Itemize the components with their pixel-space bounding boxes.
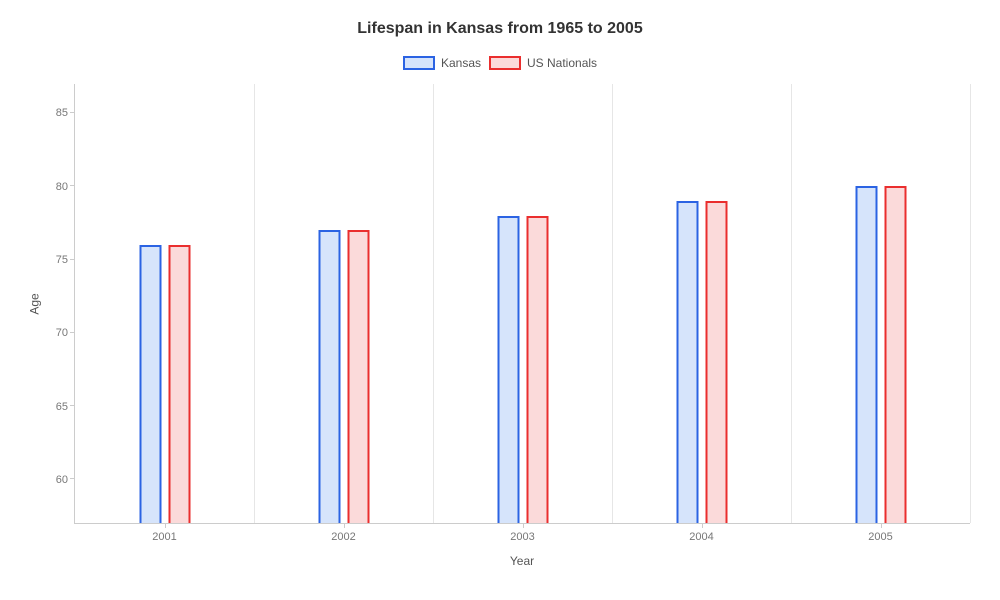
x-tick-mark [523, 523, 524, 528]
y-tick-label: 70 [56, 327, 68, 339]
grid-vertical [970, 84, 971, 523]
x-tick-label: 2002 [331, 531, 355, 543]
bar [168, 245, 190, 523]
y-tick-mark [70, 185, 75, 186]
bar [676, 201, 698, 523]
y-tick-label: 60 [56, 474, 68, 486]
legend-label-usnationals: US Nationals [527, 56, 597, 70]
bar [855, 186, 877, 523]
bar [318, 230, 340, 523]
bar [347, 230, 369, 523]
bar [139, 245, 161, 523]
y-tick-label: 75 [56, 254, 68, 266]
x-tick-label: 2005 [868, 531, 892, 543]
y-tick-mark [70, 478, 75, 479]
bar [705, 201, 727, 523]
y-tick-mark [70, 259, 75, 260]
chart-title: Lifespan in Kansas from 1965 to 2005 [30, 20, 970, 38]
x-tick-label: 2001 [152, 531, 176, 543]
chart-container: Lifespan in Kansas from 1965 to 2005 Kan… [0, 0, 1000, 600]
legend: Kansas US Nationals [30, 56, 970, 70]
y-axis: Age 60 65 70 75 80 85 [30, 84, 74, 524]
legend-swatch-usnationals [489, 56, 521, 70]
grid-vertical [254, 84, 255, 523]
x-tick-label: 2003 [510, 531, 534, 543]
bar [884, 186, 906, 523]
y-tick-mark [70, 332, 75, 333]
bar-group [676, 201, 727, 523]
y-tick-label: 85 [56, 107, 68, 119]
y-axis-label: Age [28, 293, 42, 314]
x-tick-label: 2004 [689, 531, 713, 543]
x-axis-label: Year [74, 554, 970, 568]
x-tick-mark [881, 523, 882, 528]
bar-group [139, 245, 190, 523]
y-tick-label: 65 [56, 401, 68, 413]
grid-vertical [433, 84, 434, 523]
plot-region: 20012002200320042005 [74, 84, 970, 524]
y-tick-mark [70, 405, 75, 406]
legend-item-usnationals: US Nationals [489, 56, 597, 70]
plot-area: Age 60 65 70 75 80 85 20012002200320042005 [30, 84, 970, 524]
legend-label-kansas: Kansas [441, 56, 481, 70]
grid-vertical [791, 84, 792, 523]
x-tick-mark [702, 523, 703, 528]
bar-group [497, 216, 548, 523]
y-tick-mark [70, 112, 75, 113]
bar [526, 216, 548, 523]
x-tick-mark [344, 523, 345, 528]
bar-group [318, 230, 369, 523]
x-tick-mark [165, 523, 166, 528]
legend-swatch-kansas [403, 56, 435, 70]
bar [497, 216, 519, 523]
bar-group [855, 186, 906, 523]
grid-vertical [612, 84, 613, 523]
y-tick-label: 80 [56, 181, 68, 193]
legend-item-kansas: Kansas [403, 56, 481, 70]
